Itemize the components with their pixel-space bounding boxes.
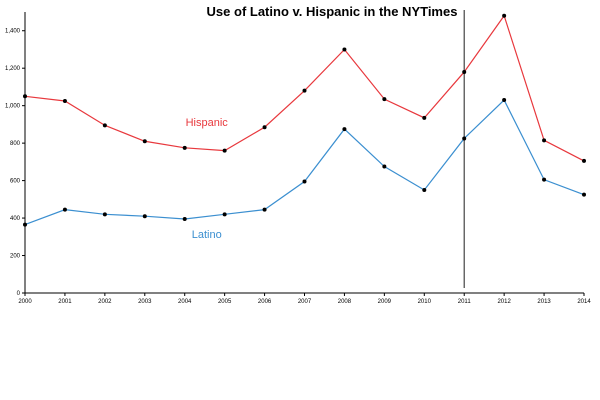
data-point-latino	[102, 212, 107, 217]
data-point-latino	[342, 127, 347, 132]
x-tick-label: 2008	[338, 299, 352, 305]
data-point-latino	[182, 217, 187, 221]
x-tick-label: 2005	[218, 299, 232, 305]
x-tick-label: 2002	[98, 299, 112, 305]
y-tick-label: 1,400	[5, 29, 21, 35]
x-tick-label: 2006	[258, 299, 272, 305]
data-point-latino	[142, 214, 147, 219]
series-label-latino: Latino	[192, 229, 222, 241]
data-point-latino	[422, 187, 427, 192]
y-tick-label: 400	[10, 216, 21, 222]
x-tick-label: 2011	[458, 299, 472, 305]
data-point-hispanic	[342, 47, 347, 52]
y-tick-label: 1,200	[5, 66, 21, 72]
series-label-hispanic: Hispanic	[186, 117, 229, 129]
data-point-latino	[502, 98, 507, 103]
y-tick-label: 1,000	[5, 104, 21, 110]
data-point-hispanic	[182, 145, 187, 150]
data-point-latino	[23, 222, 27, 227]
x-tick-label: 2001	[58, 299, 72, 305]
series-layer	[23, 13, 586, 227]
data-point-hispanic	[542, 138, 547, 143]
y-tick-label: 200	[10, 254, 21, 260]
x-tick-label: 2014	[577, 299, 591, 305]
data-point-latino	[62, 207, 67, 212]
data-point-hispanic	[23, 94, 27, 99]
y-tick-label: 600	[10, 179, 21, 185]
x-tick-label: 2000	[18, 299, 32, 305]
y-tick-label: 800	[10, 141, 21, 147]
x-tick-label: 2009	[378, 299, 392, 305]
data-point-latino	[222, 212, 227, 217]
data-point-hispanic	[382, 97, 387, 102]
label-layer: Hispanic Latino	[186, 117, 229, 241]
data-point-hispanic	[222, 148, 227, 153]
data-point-hispanic	[102, 123, 107, 128]
data-point-hispanic	[262, 125, 267, 130]
data-point-hispanic	[422, 115, 427, 120]
data-point-latino	[542, 177, 547, 182]
series-line-hispanic	[24, 14, 585, 162]
x-tick-label: 2003	[138, 299, 152, 305]
data-point-latino	[382, 164, 387, 169]
y-tick-label: 0	[17, 291, 21, 297]
x-tick-label: 2004	[178, 299, 192, 305]
data-point-latino	[582, 192, 586, 197]
data-point-hispanic	[302, 88, 307, 93]
x-tick-label: 2007	[298, 299, 312, 305]
chart-title: Use of Latino v. Hispanic in the NYTimes	[207, 4, 458, 19]
x-tick-label: 2012	[497, 299, 511, 305]
data-point-hispanic	[502, 13, 507, 18]
series-line-latino	[24, 99, 585, 226]
data-point-latino	[462, 136, 467, 141]
data-point-hispanic	[582, 158, 586, 163]
x-tick-label: 2013	[537, 299, 551, 305]
data-point-hispanic	[462, 69, 467, 74]
data-point-latino	[262, 207, 267, 212]
data-point-latino	[302, 179, 307, 184]
data-point-hispanic	[142, 139, 147, 144]
data-point-hispanic	[62, 98, 67, 103]
axes: 0 200 400 600 800 1,000 1,200 1,400 2000 2001 2002…	[5, 12, 591, 305]
x-tick-label: 2010	[418, 299, 432, 305]
